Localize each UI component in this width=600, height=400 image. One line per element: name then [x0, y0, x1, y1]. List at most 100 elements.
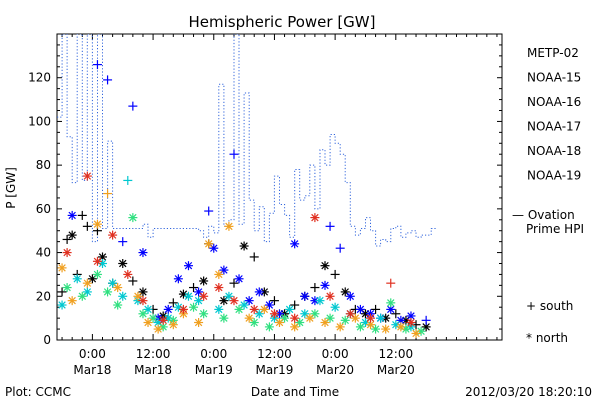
data-point-metp-02-south: [168, 298, 178, 308]
data-point-metp-02-south: [62, 234, 72, 244]
x-tick-label-date: Mar20: [377, 363, 415, 377]
legend-entry-noaa-15: NOAA-15: [527, 71, 581, 85]
y-axis: 0 20 40 60 80 100 120: [28, 44, 502, 347]
data-point-noaa-18-south: [103, 189, 113, 199]
y-tick-label: 100: [28, 114, 51, 128]
data-point-noaa-15-north: [320, 280, 330, 290]
data-point-metp-02-south: [229, 278, 239, 288]
data-point-noaa-19-north: [123, 269, 133, 279]
data-point-noaa-17-north: [138, 309, 148, 319]
data-point-noaa-16-north: [72, 274, 82, 284]
data-point-metp-02-south: [128, 276, 138, 286]
data-point-noaa-16-north: [376, 313, 386, 323]
y-tick-label: 20: [36, 289, 51, 303]
data-point-noaa-15-south: [128, 101, 138, 111]
data-point-metp-02-south: [391, 309, 401, 319]
legend-entry-noaa-17: NOAA-17: [527, 120, 581, 134]
data-point-noaa-15-south: [103, 75, 113, 85]
data-point-metp-02-south: [269, 296, 279, 306]
data-point-noaa-15-south: [118, 237, 128, 247]
data-point-noaa-15-north: [345, 291, 355, 301]
data-point-noaa-17-north: [62, 283, 72, 293]
data-point-noaa-16-north: [57, 300, 67, 310]
data-point-noaa-19-north: [310, 213, 320, 223]
data-point-noaa-15-north: [67, 210, 77, 220]
data-point-noaa-15-south: [325, 221, 335, 231]
legend-entry-metp-02: METP-02: [527, 46, 579, 60]
data-point-metp-02-north: [67, 230, 77, 240]
chart-title: Hemispheric Power [GW]: [189, 13, 376, 31]
data-point-noaa-18-north: [224, 221, 234, 231]
data-point-noaa-16-north: [330, 302, 340, 312]
x-tick-label-date: Mar18: [134, 363, 172, 377]
footer-timestamp: 2012/03/20 18:20:10: [465, 385, 592, 399]
data-point-noaa-16-north: [285, 304, 295, 314]
legend-entry-noaa-19: NOAA-19: [527, 169, 581, 183]
data-point-noaa-18-north: [204, 239, 214, 249]
data-point-noaa-17-north: [77, 291, 87, 301]
data-point-noaa-17-north: [92, 269, 102, 279]
ovation-hpi-line: [57, 34, 437, 247]
marker-legend-north: * north: [526, 331, 568, 345]
data-point-noaa-15-north: [254, 287, 264, 297]
data-point-noaa-19-north: [178, 304, 188, 314]
ovation-line-layer: [57, 34, 437, 247]
data-point-noaa-15-north: [163, 304, 173, 314]
data-points-layer: [57, 60, 431, 338]
data-point-metp-02-south: [77, 210, 87, 220]
data-point-noaa-17-north: [234, 304, 244, 314]
x-tick-label-time: 12:00: [379, 347, 414, 361]
data-point-noaa-16-north: [254, 309, 264, 319]
data-point-noaa-19-north: [406, 318, 416, 328]
data-point-noaa-17-north: [113, 300, 123, 310]
data-point-metp-02-south: [249, 252, 259, 262]
data-point-metp-02-south: [310, 283, 320, 293]
data-point-metp-02-north: [239, 241, 249, 251]
data-point-noaa-19-north: [249, 304, 259, 314]
data-point-noaa-15-north: [138, 248, 148, 258]
data-point-noaa-18-north: [411, 328, 421, 338]
data-point-noaa-15-south: [421, 315, 431, 325]
data-point-metp-02-south: [330, 269, 340, 279]
data-point-noaa-19-south: [386, 278, 396, 288]
data-point-noaa-16-north: [118, 291, 128, 301]
footer-credit: Plot: CCMC: [5, 385, 71, 399]
data-point-noaa-19-north: [62, 248, 72, 258]
data-point-noaa-16-north: [183, 291, 193, 301]
legend-entry-noaa-16: NOAA-16: [527, 95, 581, 109]
legend-entry-ovation: — Ovation: [512, 208, 575, 222]
data-point-noaa-18-north: [259, 304, 269, 314]
data-point-noaa-15-north: [300, 291, 310, 301]
x-tick-label-time: 0:00: [79, 347, 106, 361]
data-point-metp-02-south: [57, 287, 67, 297]
data-point-noaa-18-north: [244, 313, 254, 323]
data-point-noaa-19-north: [138, 296, 148, 306]
data-point-noaa-18-north: [305, 313, 315, 323]
x-tick-label-time: 0:00: [322, 347, 349, 361]
data-point-noaa-17-north: [386, 298, 396, 308]
data-point-noaa-16-north: [214, 304, 224, 314]
data-point-noaa-18-north: [396, 322, 406, 332]
data-point-noaa-19-north: [108, 230, 118, 240]
data-point-noaa-19-north: [82, 171, 92, 181]
data-point-noaa-15-north: [173, 274, 183, 284]
data-point-noaa-18-north: [214, 269, 224, 279]
x-axis: 0:00 Mar18 12:00 Mar18 0:00 Mar19 12:00 Mar19 0:…: [61, 34, 498, 377]
data-point-noaa-16-south: [123, 175, 133, 185]
data-point-noaa-15-north: [355, 304, 365, 314]
data-point-noaa-17-north: [148, 313, 158, 323]
data-point-noaa-19-north: [158, 315, 168, 325]
data-point-noaa-17-north: [128, 213, 138, 223]
data-point-noaa-18-north: [275, 318, 284, 328]
x-tick-label-time: 12:00: [257, 347, 292, 361]
data-point-metp-02-south: [290, 300, 300, 310]
data-point-noaa-19-north: [269, 309, 279, 319]
data-point-noaa-19-north: [345, 309, 355, 319]
data-point-noaa-18-north: [133, 291, 143, 301]
data-point-metp-02-north: [320, 261, 330, 271]
data-point-metp-02-south: [371, 304, 381, 314]
x-tick-label-date: Mar19: [195, 363, 233, 377]
legend: METP-02 NOAA-15 NOAA-16 NOAA-17 NOAA-18 NOAA-…: [512, 46, 584, 236]
data-point-noaa-18-north: [67, 296, 77, 306]
data-point-noaa-15-north: [264, 300, 274, 310]
